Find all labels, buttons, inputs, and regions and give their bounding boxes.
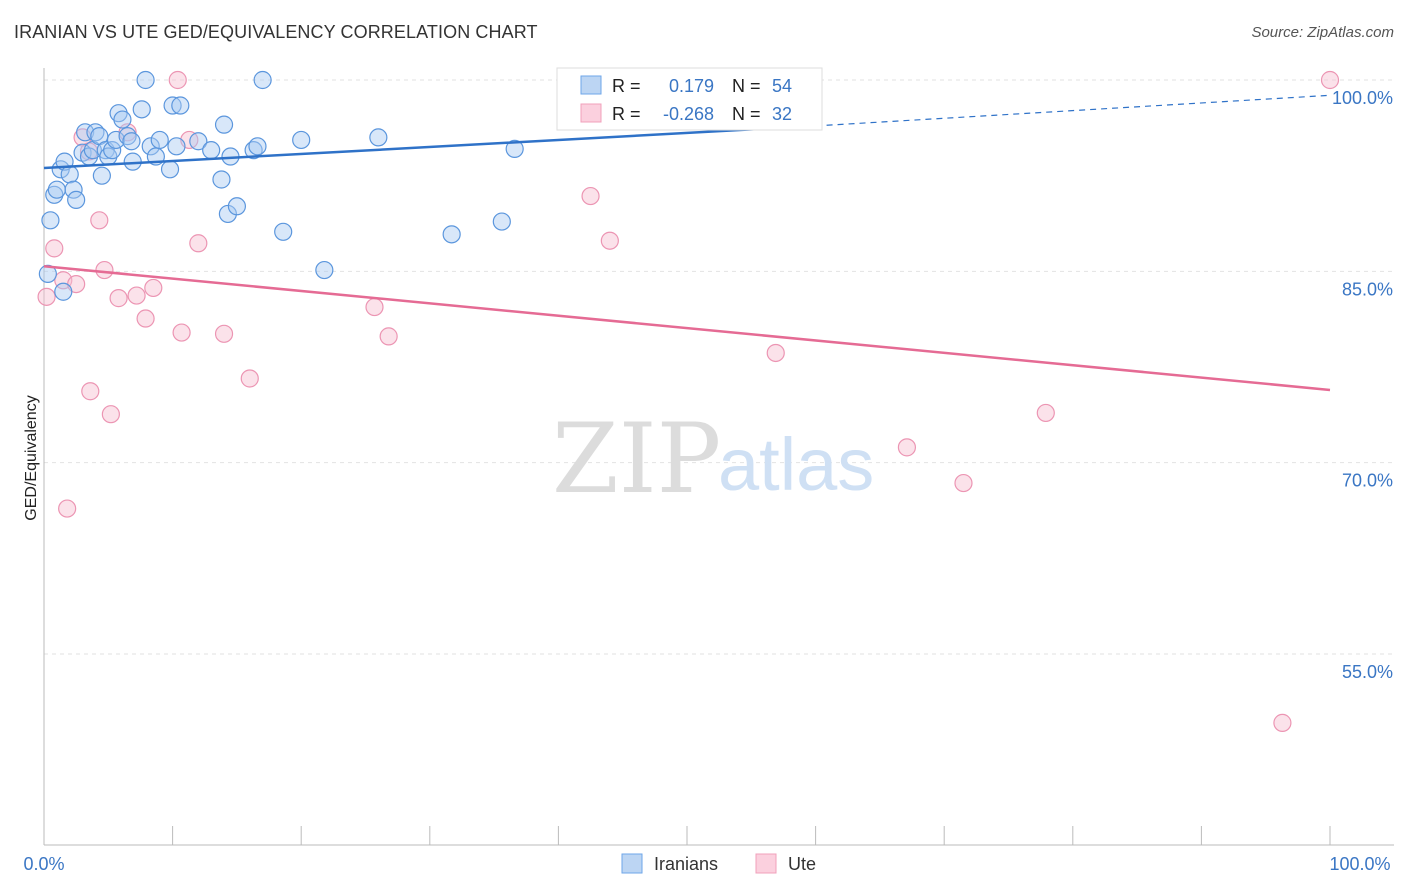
iranians-point-23 xyxy=(122,132,141,151)
x-tick-labels: 0.0% 100.0% xyxy=(23,854,1390,874)
iranians-point-34 xyxy=(189,132,208,151)
ute-point-7 xyxy=(81,382,100,401)
iranians-point-50 xyxy=(505,139,524,158)
ute-point-22 xyxy=(365,297,384,317)
series-ute xyxy=(37,70,1340,732)
iranians-point-43 xyxy=(253,70,272,90)
ute-r-value: -0.268 xyxy=(663,104,714,124)
iranians-point-36 xyxy=(212,170,231,189)
iranians-point-40 xyxy=(227,197,246,216)
bottom-legend-iranians-swatch xyxy=(621,853,643,874)
iranians-n-label: N = xyxy=(732,76,761,96)
y-tick-label-2: 85.0% xyxy=(1342,279,1393,299)
iranians-point-18 xyxy=(103,141,122,160)
grid-lines xyxy=(44,79,1394,655)
iranians-point-46 xyxy=(315,260,334,280)
ute-point-19 xyxy=(189,234,208,253)
watermark-atlas: atlas xyxy=(718,423,874,506)
iranians-point-6 xyxy=(60,165,79,184)
ute-point-16 xyxy=(168,70,187,90)
iranians-swatch xyxy=(580,75,602,95)
ute-point-31 xyxy=(1320,70,1340,90)
trend-lines xyxy=(43,94,1331,392)
ute-point-13 xyxy=(127,286,146,305)
iranians-point-33 xyxy=(171,96,190,115)
iranians-point-15 xyxy=(92,166,111,185)
iranians-point-42 xyxy=(248,137,267,156)
axes xyxy=(43,68,1394,846)
iranians-point-19 xyxy=(106,130,126,150)
iranians-point-21 xyxy=(113,110,132,129)
iranians-point-2 xyxy=(47,180,66,199)
iranians-point-47 xyxy=(369,128,388,147)
watermark-zip: ZIP xyxy=(552,403,721,515)
iranians-point-49 xyxy=(492,212,511,231)
iranians-r-value: 0.179 xyxy=(669,76,714,96)
chart-source: Source: ZipAtlas.com xyxy=(1251,24,1394,41)
x-tick-label-min: 0.0% xyxy=(23,854,64,874)
iranians-r-label: R = xyxy=(612,76,641,96)
x-tick-marks xyxy=(43,826,1331,845)
bottom-legend-iranians-label: Iranians xyxy=(654,854,718,874)
bottom-legend-ute-swatch xyxy=(755,853,777,874)
ute-point-20 xyxy=(214,324,234,343)
iranians-point-1 xyxy=(45,185,64,204)
watermark: ZIP atlas xyxy=(552,403,874,515)
ute-point-28 xyxy=(954,473,973,493)
ute-point-10 xyxy=(101,405,120,424)
ute-point-21 xyxy=(240,369,259,388)
ute-point-1 xyxy=(45,239,64,258)
iranians-trend-line-extrapolated xyxy=(815,94,1331,127)
iranians-point-48 xyxy=(442,225,461,244)
iranians-point-25 xyxy=(132,100,151,119)
iranians-point-26 xyxy=(136,70,155,90)
iranians-point-30 xyxy=(160,160,180,179)
ute-r-label: R = xyxy=(612,104,641,124)
stats-legend: R = 0.179 N = 54 R = -0.268 N = 32 xyxy=(556,67,823,131)
ute-point-23 xyxy=(379,327,398,346)
iranians-point-44 xyxy=(274,222,293,241)
ute-trend-line xyxy=(43,264,1331,392)
bottom-legend-ute-label: Ute xyxy=(788,854,816,874)
ute-point-3 xyxy=(58,499,77,518)
ute-point-26 xyxy=(766,343,785,363)
iranians-point-37 xyxy=(214,115,234,134)
iranians-point-0 xyxy=(41,211,60,230)
ute-point-0 xyxy=(37,287,56,306)
ute-point-9 xyxy=(95,260,114,280)
ute-point-30 xyxy=(1273,713,1292,732)
y-tick-label-1: 70.0% xyxy=(1342,471,1393,491)
iranians-n-value: 54 xyxy=(772,76,792,96)
ute-point-17 xyxy=(172,323,191,342)
iranians-point-8 xyxy=(67,190,86,210)
y-axis-label: GED/Equivalency xyxy=(23,395,40,520)
ute-point-24 xyxy=(581,186,600,206)
chart-title: IRANIAN VS UTE GED/EQUIVALENCY CORRELATI… xyxy=(14,22,538,42)
ute-point-15 xyxy=(144,278,163,298)
x-tick-label-max: 100.0% xyxy=(1329,854,1390,874)
iranians-point-29 xyxy=(150,130,169,150)
y-tick-label-3: 100.0% xyxy=(1332,88,1393,108)
ute-n-label: N = xyxy=(732,104,761,124)
iranians-point-31 xyxy=(163,96,182,115)
y-tick-label-0: 55.0% xyxy=(1342,662,1393,682)
iranians-point-5 xyxy=(54,282,73,301)
iranians-point-32 xyxy=(167,137,186,156)
ute-point-27 xyxy=(897,438,917,457)
iranians-point-35 xyxy=(202,141,221,160)
ute-point-29 xyxy=(1036,403,1055,423)
iranians-point-10 xyxy=(76,123,95,142)
ute-n-value: 32 xyxy=(772,104,792,124)
ute-swatch xyxy=(580,103,602,123)
iranians-trend-line xyxy=(43,124,816,170)
iranians-point-45 xyxy=(292,130,311,150)
ute-point-25 xyxy=(600,231,619,250)
ute-point-11 xyxy=(109,289,128,308)
bottom-legend: Iranians Ute xyxy=(621,853,816,874)
iranians-point-27 xyxy=(141,137,160,156)
y-tick-labels: 55.0% 70.0% 85.0% 100.0% xyxy=(1332,88,1393,682)
ute-point-8 xyxy=(90,211,109,230)
ute-point-14 xyxy=(136,309,155,328)
